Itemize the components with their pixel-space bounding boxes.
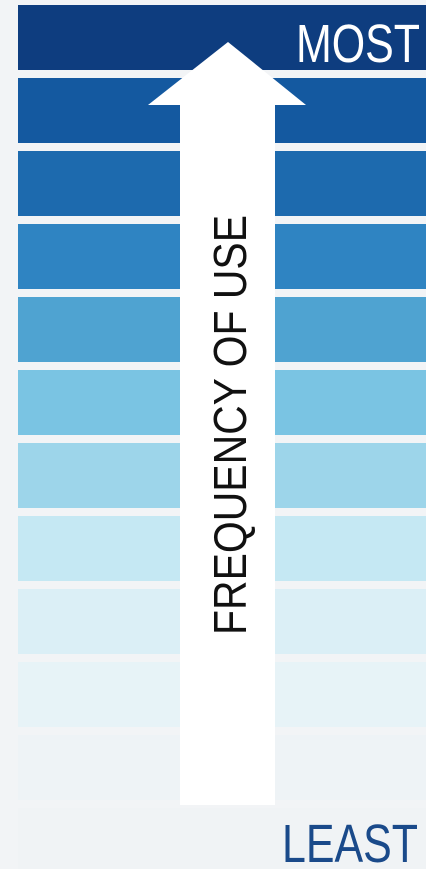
- bottom-label: LEAST: [282, 814, 418, 869]
- arrow-head: [148, 42, 306, 105]
- band: [18, 808, 426, 869]
- top-label: MOST: [296, 14, 420, 74]
- arrow-shaft: [180, 100, 275, 805]
- arrow: [148, 42, 306, 805]
- arrow-label: FREQUENCY OF USE: [204, 215, 256, 635]
